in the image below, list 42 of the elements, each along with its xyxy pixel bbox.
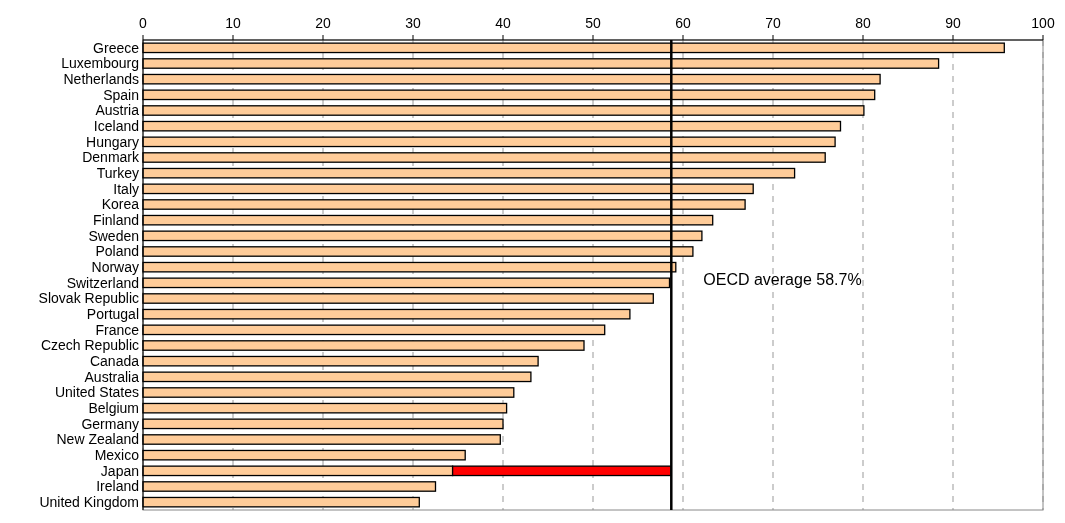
y-tick-label: Ireland xyxy=(96,478,139,495)
y-tick-label: Slovak Republic xyxy=(38,290,139,307)
y-tick-label: Austria xyxy=(95,102,140,119)
y-tick-label: Australia xyxy=(84,368,140,385)
y-tick-label: Italy xyxy=(113,180,139,197)
x-tick-label: 50 xyxy=(585,15,601,31)
y-tick-label: Luxembourg xyxy=(61,55,139,72)
y-tick-label: Japan xyxy=(100,462,139,479)
x-tick-label: 10 xyxy=(225,15,241,31)
y-tick-label: Switzerland xyxy=(66,274,139,291)
y-tick-label: Turkey xyxy=(96,165,139,182)
y-tick-label: Netherlands xyxy=(63,71,139,88)
x-tick-label: 20 xyxy=(315,15,331,31)
x-tick-label: 80 xyxy=(855,15,871,31)
x-tick-label: 0 xyxy=(139,15,148,31)
y-tick-label: Finland xyxy=(93,212,139,229)
y-tick-label: United States xyxy=(54,384,139,401)
y-tick-label: Hungary xyxy=(86,133,139,150)
x-tick-label: 100 xyxy=(1031,15,1055,31)
y-tick-label: Spain xyxy=(103,86,139,103)
y-tick-label: Portugal xyxy=(86,306,139,323)
x-tick-label: 70 xyxy=(765,15,781,31)
y-tick-label: Canada xyxy=(89,353,140,370)
y-tick-label: Belgium xyxy=(88,400,139,417)
y-tick-label: Korea xyxy=(101,196,140,213)
x-tick-label: 30 xyxy=(405,15,421,31)
y-tick-label: Czech Republic xyxy=(40,337,139,354)
y-tick-label: France xyxy=(95,321,140,338)
y-tick-label: Sweden xyxy=(88,227,139,244)
y-tick-label: Germany xyxy=(81,415,139,432)
y-tick-label: United Kingdom xyxy=(39,494,139,511)
ref-line-label: OECD average 58.7% xyxy=(703,271,862,288)
y-tick-label: Mexico xyxy=(94,447,140,464)
x-tick-label: 40 xyxy=(495,15,511,31)
x-tick-label: 60 xyxy=(675,15,691,31)
y-tick-label: Iceland xyxy=(93,118,139,135)
x-tick-label: 90 xyxy=(945,15,961,31)
y-tick-label: Norway xyxy=(91,259,139,276)
y-tick-label: Greece xyxy=(93,39,140,56)
y-tick-label: Denmark xyxy=(82,149,140,166)
y-tick-label: Poland xyxy=(95,243,139,260)
y-tick-label: New Zealand xyxy=(56,431,139,448)
